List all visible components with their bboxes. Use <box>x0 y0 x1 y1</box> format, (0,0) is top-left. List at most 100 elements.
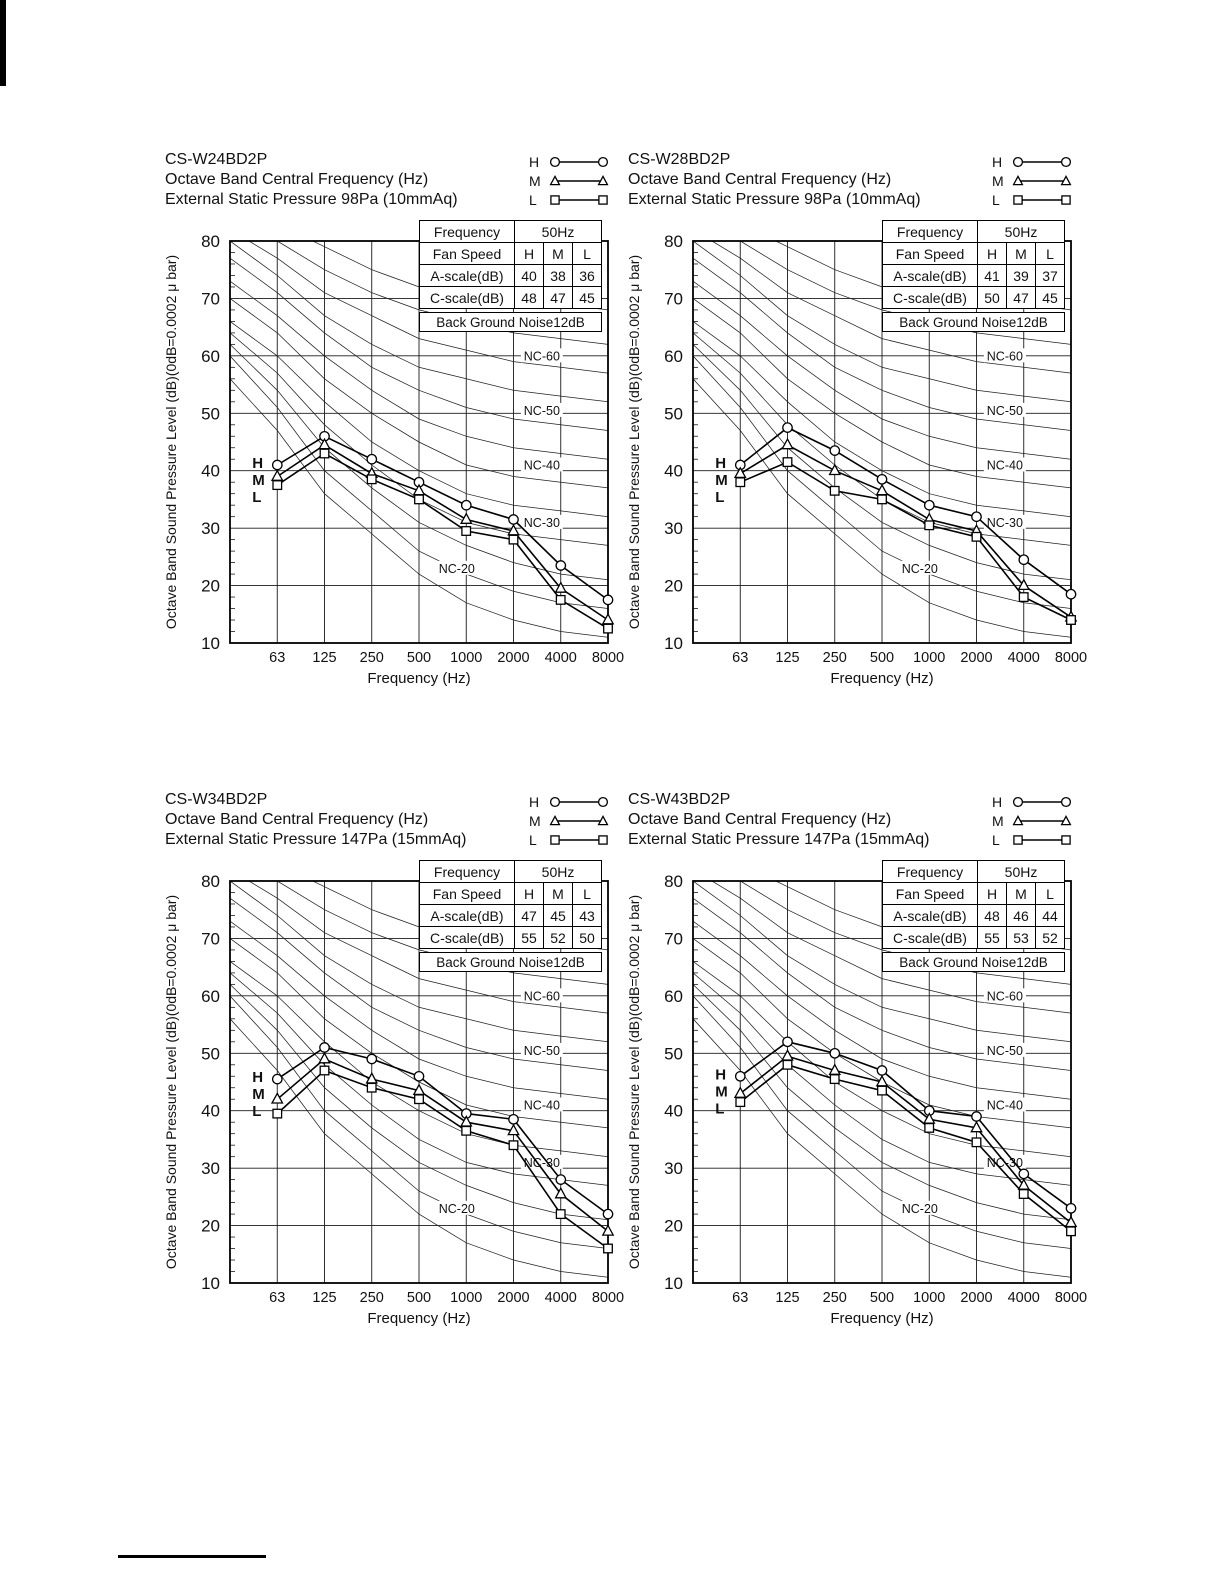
background-noise-note: Back Ground Noise12dB <box>419 312 602 332</box>
svg-text:L: L <box>252 489 261 506</box>
spec-c-scale-m: 52 <box>543 926 573 949</box>
spec-c-scale-h: 50 <box>977 286 1007 309</box>
spec-frequency-label: Frequency <box>882 220 978 243</box>
svg-text:50: 50 <box>664 1044 683 1063</box>
legend-row-h: H <box>992 152 1074 171</box>
chart-header: CS-W24BD2P Octave Band Central Frequency… <box>165 150 458 210</box>
svg-text:60: 60 <box>664 987 683 1006</box>
spec-speed-m: M <box>543 882 573 905</box>
spec-a-scale-m: 38 <box>543 264 573 287</box>
svg-text:NC-60: NC-60 <box>987 349 1023 363</box>
legend-row-l: L <box>992 830 1074 849</box>
svg-text:30: 30 <box>664 519 683 538</box>
svg-text:NC-30: NC-30 <box>524 516 560 530</box>
svg-text:NC-40: NC-40 <box>524 458 560 472</box>
legend-square-marker-line <box>1013 194 1071 205</box>
legend-square-marker-line <box>1013 834 1071 845</box>
svg-text:NC-20: NC-20 <box>902 1202 938 1216</box>
spec-speed-l: L <box>1035 242 1065 265</box>
legend-row-l: L <box>529 190 611 209</box>
svg-text:8000: 8000 <box>592 1290 624 1306</box>
spec-c-scale-label: C-scale(dB) <box>419 286 515 309</box>
spec-speed-l: L <box>572 242 602 265</box>
svg-text:10: 10 <box>664 1274 683 1293</box>
chart-subtitle-pressure: External Static Pressure 147Pa (15mmAq) <box>165 831 467 848</box>
svg-text:30: 30 <box>201 1159 220 1178</box>
spec-a-scale-h: 40 <box>514 264 544 287</box>
svg-text:NC-60: NC-60 <box>524 989 560 1003</box>
legend: H M L <box>992 792 1074 849</box>
spec-speed-m: M <box>543 242 573 265</box>
legend-label-l: L <box>529 191 537 208</box>
svg-text:M: M <box>715 1083 728 1100</box>
legend-label-h: H <box>992 793 1003 810</box>
svg-text:60: 60 <box>201 987 220 1006</box>
spec-a-scale-h: 41 <box>977 264 1007 287</box>
svg-text:70: 70 <box>201 929 220 948</box>
spec-frequency-value: 50Hz <box>977 220 1065 243</box>
chart-header: CS-W28BD2P Octave Band Central Frequency… <box>628 150 921 210</box>
spec-c-scale-l: 52 <box>1035 926 1065 949</box>
legend-row-l: L <box>529 830 611 849</box>
spec-c-scale-label: C-scale(dB) <box>419 926 515 949</box>
svg-text:125: 125 <box>312 1290 336 1306</box>
svg-text:H: H <box>252 455 263 472</box>
svg-text:NC-60: NC-60 <box>987 989 1023 1003</box>
legend-triangle-marker-line <box>1012 174 1072 185</box>
chart-subtitle-frequency: Octave Band Central Frequency (Hz) <box>165 171 429 188</box>
legend-label-h: H <box>529 153 540 170</box>
legend-row-l: L <box>992 190 1074 209</box>
spec-c-scale-l: 50 <box>572 926 602 949</box>
spec-c-scale-label: C-scale(dB) <box>882 286 978 309</box>
svg-text:500: 500 <box>870 1290 894 1306</box>
chart-subtitle-pressure: External Static Pressure 98Pa (10mmAq) <box>628 191 921 208</box>
svg-text:NC-60: NC-60 <box>524 349 560 363</box>
svg-text:Frequency (Hz): Frequency (Hz) <box>830 1310 933 1327</box>
svg-text:2000: 2000 <box>960 1290 992 1306</box>
spec-fan-speed-label: Fan Speed <box>882 882 978 905</box>
svg-text:50: 50 <box>664 404 683 423</box>
svg-text:10: 10 <box>664 634 683 653</box>
svg-text:NC-50: NC-50 <box>987 1044 1023 1058</box>
spec-frequency-value: 50Hz <box>514 220 602 243</box>
chart-subtitle-pressure: External Static Pressure 98Pa (10mmAq) <box>165 191 458 208</box>
model-title: CS-W43BD2P <box>628 791 731 808</box>
chart-header: CS-W43BD2P Octave Band Central Frequency… <box>628 790 929 850</box>
svg-text:M: M <box>715 472 728 489</box>
spec-a-scale-m: 46 <box>1006 904 1036 927</box>
legend-label-h: H <box>529 793 540 810</box>
spec-fan-speed-label: Fan Speed <box>419 242 515 265</box>
svg-text:50: 50 <box>201 1044 220 1063</box>
svg-text:125: 125 <box>775 650 799 666</box>
legend-row-m: M <box>992 171 1074 190</box>
legend-circle-marker-line <box>1012 156 1072 167</box>
spec-a-scale-h: 47 <box>514 904 544 927</box>
spec-table: Frequency 50Hz Fan Speed H M L A-scale(d… <box>882 220 1065 332</box>
svg-text:20: 20 <box>201 577 220 596</box>
svg-text:250: 250 <box>360 1290 384 1306</box>
noise-level-chart: NC-20 NC-30 NC-40 NC-50 NC-60 H M L 10 20 30 40 50 60… <box>626 208 1096 703</box>
spec-table: Frequency 50Hz Fan Speed H M L A-scale(d… <box>419 220 602 332</box>
legend-triangle-marker-line <box>549 174 609 185</box>
svg-text:40: 40 <box>201 462 220 481</box>
svg-text:M: M <box>252 472 265 489</box>
svg-text:40: 40 <box>664 462 683 481</box>
svg-text:10: 10 <box>201 1274 220 1293</box>
svg-text:H: H <box>252 1069 263 1086</box>
legend-circle-marker-line <box>549 796 609 807</box>
svg-text:L: L <box>715 1100 724 1117</box>
legend-triangle-marker-line <box>1012 814 1072 825</box>
legend-label-l: L <box>992 191 1000 208</box>
spec-speed-m: M <box>1006 882 1036 905</box>
svg-text:L: L <box>252 1103 261 1120</box>
legend-circle-marker-line <box>1012 796 1072 807</box>
spec-speed-h: H <box>514 242 544 265</box>
svg-text:80: 80 <box>201 232 220 251</box>
svg-text:Frequency (Hz): Frequency (Hz) <box>367 1310 470 1327</box>
spec-c-scale-m: 47 <box>1006 286 1036 309</box>
chart-panel-cs-w34bd2p: CS-W34BD2P Octave Band Central Frequency… <box>163 790 625 1375</box>
scan-artifact-mark <box>0 0 6 86</box>
svg-text:80: 80 <box>201 872 220 891</box>
svg-text:NC-20: NC-20 <box>902 562 938 576</box>
